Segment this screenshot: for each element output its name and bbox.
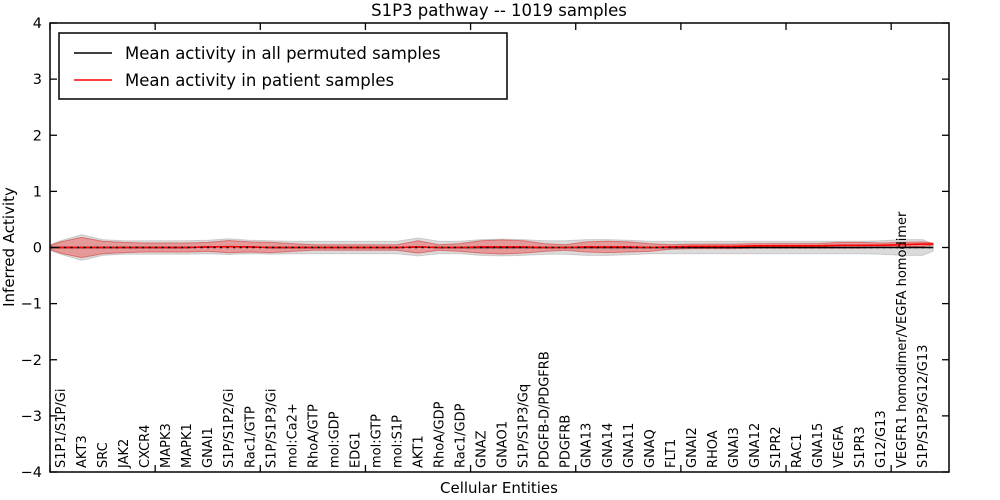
x-category-label: GNA14 [601,423,616,468]
y-tick-label: −2 [21,353,42,369]
line-layer [51,243,934,249]
x-category-label: GNAO1 [496,421,511,468]
x-category-label: mol:GDP [327,411,342,468]
legend-label-patient: Mean activity in patient samples [125,71,394,90]
y-tick-label: 3 [33,72,42,88]
x-category-label: RhoA/GDP [433,401,448,468]
x-category-label: GNAQ [643,429,658,468]
x-category-label: GNAI1 [201,427,216,468]
x-category-label: RHOA [706,430,721,468]
x-category-label: G12/G13 [874,410,889,468]
x-category-label: S1P/S1P3/G12/G13 [916,345,931,468]
x-category-label: AKT1 [412,435,427,468]
x-category-label: Rac1/GTP [243,406,258,468]
x-category-label: MAPK1 [180,423,195,468]
x-category-label: PDGFB-D/PDGFRB [538,351,553,468]
x-category-label: mol:Ca2+ [285,403,300,468]
y-tick-label: 0 [33,241,42,257]
x-category-label: VEGFR1 homodimer/VEGFA homodimer [895,211,910,468]
x-category-label: AKT3 [75,435,90,468]
y-tick-label: −1 [21,297,42,313]
x-category-label: GNA15 [811,423,826,468]
x-category-label: S1P/S1P3/Gq [517,384,532,468]
patient-mean-line [51,243,934,249]
x-category-label: RhoA/GTP [306,404,321,468]
legend-label-permuted: Mean activity in all permuted samples [125,44,441,63]
x-category-label: GNAI2 [685,427,700,468]
x-category-label: Rac1/GDP [454,403,469,468]
x-category-label: SRC [96,442,111,468]
x-category-label: VEGFA [832,426,847,468]
y-tick-label: −3 [21,409,42,425]
x-category-label: GNA12 [748,423,763,468]
x-category-label: JAK2 [117,439,132,469]
y-tick-label: 2 [33,128,42,144]
x-category-label: S1PR3 [853,426,868,468]
x-category-label: S1P/S1P3/Gi [264,389,279,468]
legend-box [58,32,508,100]
x-category-label: GNA13 [580,423,595,468]
y-tick-label: −4 [21,465,42,481]
x-category-label: EDG1 [348,431,363,468]
x-category-label: PDGFRB [559,415,574,468]
x-category-label: S1PR2 [769,426,784,468]
x-category-label: GNAZ [475,430,490,468]
axis-layer: −4 −3 −2 −1 0 1 2 3 4 S1P1/S1P/Gi AKT3 SRC JAK2 CXCR4… [21,16,949,481]
x-category-label: FLT1 [664,439,679,468]
x-category-label: MAPK3 [159,423,174,468]
x-category-label: mol:GTP [369,414,384,468]
y-axis-label: Inferred Activity [0,187,18,307]
x-category-label: CXCR4 [138,425,153,468]
chart-title: S1P3 pathway -- 1019 samples [371,1,627,20]
y-tick-label: 4 [33,16,42,32]
x-category-label: S1P/S1P2/Gi [222,389,237,468]
x-category-label: mol:S1P [390,415,405,468]
x-category-label: GNA11 [622,423,637,468]
x-category-label: S1P1/S1P/Gi [54,389,69,468]
x-axis-label: Cellular Entities [440,479,558,497]
x-category-label: GNAI3 [727,427,742,468]
legend: Mean activity in all permuted samples Me… [58,32,508,100]
x-category-label: RAC1 [790,433,805,468]
y-tick-label: 1 [33,184,42,200]
plot-frame [49,22,950,473]
